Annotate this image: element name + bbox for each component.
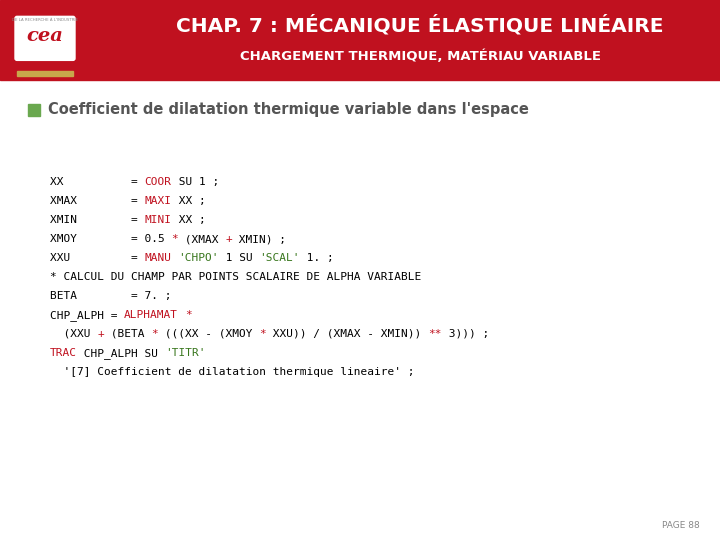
Text: 1 SU: 1 SU <box>219 253 259 263</box>
Text: COOR: COOR <box>145 177 171 187</box>
Text: DE LA RECHERCHE À L'INDUSTRIE: DE LA RECHERCHE À L'INDUSTRIE <box>12 18 78 22</box>
Bar <box>28 104 40 116</box>
Text: MAXI: MAXI <box>145 196 171 206</box>
Text: MINI: MINI <box>145 215 171 225</box>
Text: XX ;: XX ; <box>171 196 205 206</box>
Text: '[7] Coefficient de dilatation thermique lineaire' ;: '[7] Coefficient de dilatation thermique… <box>50 367 415 377</box>
Text: XXU)) / (XMAX - XMIN)): XXU)) / (XMAX - XMIN)) <box>266 329 428 339</box>
Text: MANU: MANU <box>145 253 171 263</box>
Text: XMIN) ;: XMIN) ; <box>233 234 287 244</box>
Text: PAGE 88: PAGE 88 <box>662 521 700 530</box>
Text: CHARGEMENT THERMIQUE, MATÉRIAU VARIABLE: CHARGEMENT THERMIQUE, MATÉRIAU VARIABLE <box>240 49 600 63</box>
Text: XX ;: XX ; <box>171 215 205 225</box>
Text: Coefficient de dilatation thermique variable dans l'espace: Coefficient de dilatation thermique vari… <box>48 103 529 117</box>
Text: +: + <box>225 234 233 244</box>
Text: 3))) ;: 3))) ; <box>441 329 489 339</box>
Text: BETA        = 7. ;: BETA = 7. ; <box>50 291 171 301</box>
Text: CHP_ALPH SU: CHP_ALPH SU <box>77 348 165 359</box>
Text: * CALCUL DU CHAMP PAR POINTS SCALAIRE DE ALPHA VARIABLE: * CALCUL DU CHAMP PAR POINTS SCALAIRE DE… <box>50 272 421 282</box>
Text: SU 1 ;: SU 1 ; <box>171 177 219 187</box>
Bar <box>0 0 720 80</box>
Text: 1. ;: 1. ; <box>300 253 333 263</box>
Text: ALPHAMAT: ALPHAMAT <box>125 310 179 320</box>
Text: XMAX        =: XMAX = <box>50 196 145 206</box>
Text: +: + <box>97 329 104 339</box>
Bar <box>17 71 73 76</box>
Text: CHAP. 7 : MÉCANIQUE ÉLASTIQUE LINÉAIRE: CHAP. 7 : MÉCANIQUE ÉLASTIQUE LINÉAIRE <box>176 15 664 36</box>
Text: 'SCAL': 'SCAL' <box>259 253 300 263</box>
Text: TRAC: TRAC <box>50 348 77 358</box>
Text: *: * <box>171 234 179 244</box>
FancyBboxPatch shape <box>15 16 75 60</box>
Text: 'CHPO': 'CHPO' <box>179 253 219 263</box>
Text: CHP_ALPH =: CHP_ALPH = <box>50 310 125 321</box>
Text: XXU         =: XXU = <box>50 253 145 263</box>
Text: *: * <box>259 329 266 339</box>
Text: cea: cea <box>27 28 63 45</box>
Text: XMOY        = 0.5: XMOY = 0.5 <box>50 234 171 244</box>
Text: 'TITR': 'TITR' <box>165 348 205 358</box>
Text: *: * <box>185 310 192 320</box>
Text: (BETA: (BETA <box>104 329 151 339</box>
Text: **: ** <box>428 329 441 339</box>
Text: *: * <box>151 329 158 339</box>
Text: XMIN        =: XMIN = <box>50 215 145 225</box>
Text: (((XX - (XMOY: (((XX - (XMOY <box>158 329 259 339</box>
Text: (XMAX: (XMAX <box>179 234 225 244</box>
Text: XX          =: XX = <box>50 177 145 187</box>
Text: (XXU: (XXU <box>50 329 97 339</box>
